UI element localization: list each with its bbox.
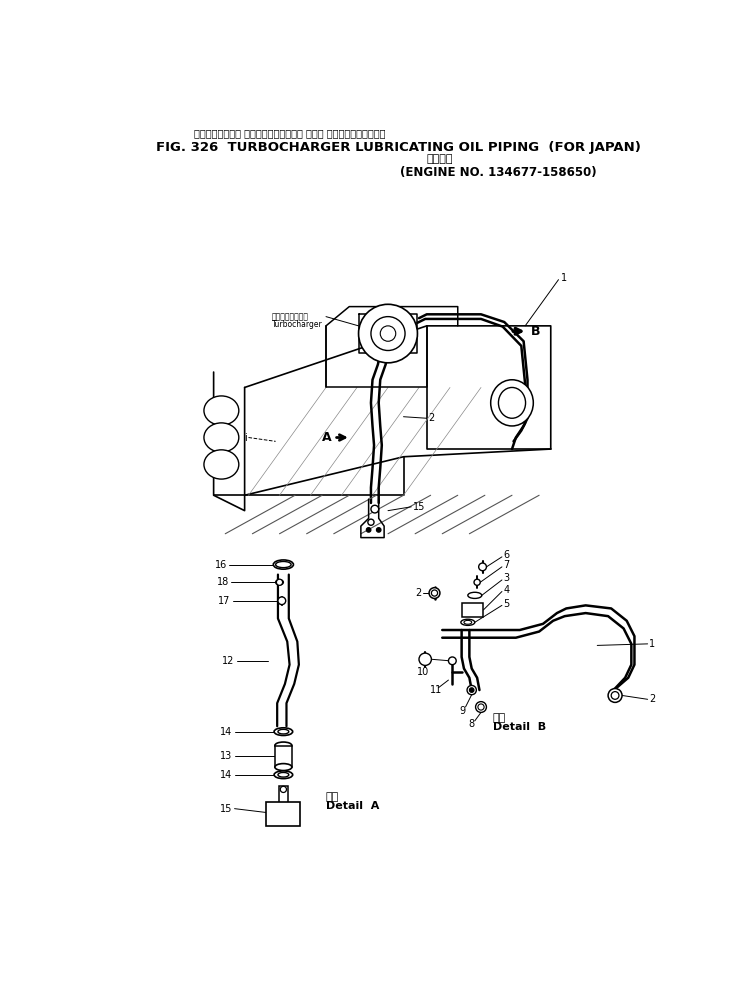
Circle shape	[380, 325, 396, 341]
Circle shape	[371, 317, 405, 351]
Text: Detail  A: Detail A	[326, 801, 379, 811]
Text: i: i	[244, 433, 247, 442]
Circle shape	[470, 688, 474, 692]
Circle shape	[277, 579, 283, 585]
Circle shape	[611, 692, 619, 699]
Ellipse shape	[461, 619, 475, 625]
Text: 1: 1	[649, 639, 655, 649]
Text: 2: 2	[429, 413, 435, 424]
Text: ターボチャージャ ルーブリケーティング オイル パイピング　　国内向: ターボチャージャ ルーブリケーティング オイル パイピング 国内向	[194, 128, 386, 138]
Text: 詳細: 詳細	[493, 714, 506, 723]
Ellipse shape	[278, 729, 289, 734]
Ellipse shape	[274, 771, 292, 779]
Text: 5: 5	[503, 599, 509, 608]
Circle shape	[476, 702, 486, 713]
Bar	[266, 802, 301, 826]
Ellipse shape	[498, 387, 526, 418]
Circle shape	[278, 597, 286, 605]
Bar	[275, 745, 292, 767]
Text: B: B	[531, 324, 541, 338]
Text: 7: 7	[503, 560, 509, 570]
Circle shape	[280, 786, 286, 792]
Text: 詳細: 詳細	[326, 791, 340, 802]
Ellipse shape	[464, 620, 472, 624]
Circle shape	[608, 688, 622, 703]
Text: 1: 1	[561, 273, 567, 283]
Ellipse shape	[278, 773, 289, 778]
Circle shape	[478, 704, 484, 710]
Ellipse shape	[275, 764, 292, 771]
Text: 16: 16	[215, 559, 227, 569]
Text: ターボチャージャ: ターボチャージャ	[272, 313, 309, 321]
Ellipse shape	[275, 561, 291, 567]
Circle shape	[449, 657, 456, 665]
Ellipse shape	[274, 727, 292, 735]
Circle shape	[419, 653, 432, 665]
Text: 4: 4	[503, 585, 509, 595]
Text: 12: 12	[222, 656, 235, 665]
Text: 6: 6	[503, 550, 509, 560]
Circle shape	[467, 685, 476, 695]
Ellipse shape	[275, 580, 283, 585]
Ellipse shape	[491, 379, 533, 426]
Circle shape	[432, 590, 438, 596]
Text: Detail  B: Detail B	[493, 723, 546, 732]
Circle shape	[474, 579, 480, 585]
Text: 17: 17	[218, 596, 230, 606]
Text: 18: 18	[217, 577, 229, 587]
Ellipse shape	[204, 396, 239, 426]
Ellipse shape	[273, 560, 293, 569]
Text: 11: 11	[430, 685, 442, 695]
Circle shape	[429, 588, 440, 599]
Text: 2: 2	[649, 694, 655, 704]
Text: Turbocharger: Turbocharger	[272, 320, 322, 329]
Circle shape	[376, 528, 381, 532]
Text: 14: 14	[220, 726, 232, 736]
Circle shape	[371, 505, 378, 513]
Text: (ENGINE NO. 134677-158650): (ENGINE NO. 134677-158650)	[399, 166, 596, 179]
Bar	[462, 603, 483, 617]
Text: 3: 3	[503, 573, 509, 584]
Text: 2: 2	[415, 588, 421, 598]
Bar	[279, 785, 288, 809]
Circle shape	[367, 528, 371, 532]
Text: A: A	[322, 431, 331, 444]
Ellipse shape	[204, 423, 239, 452]
Text: 9: 9	[459, 706, 465, 716]
Ellipse shape	[275, 742, 292, 749]
Text: 13: 13	[220, 751, 232, 761]
Text: 15: 15	[413, 501, 425, 512]
Circle shape	[479, 563, 486, 571]
Text: FIG. 326  TURBOCHARGER LUBRICATING OIL PIPING  (FOR JAPAN): FIG. 326 TURBOCHARGER LUBRICATING OIL PI…	[156, 141, 640, 154]
Circle shape	[368, 519, 374, 525]
Text: 8: 8	[469, 719, 475, 729]
Text: 14: 14	[220, 770, 232, 780]
Ellipse shape	[468, 593, 482, 599]
Text: 10: 10	[417, 667, 429, 677]
Text: 適用号機: 適用号機	[427, 154, 453, 164]
Circle shape	[358, 305, 417, 363]
Ellipse shape	[204, 450, 239, 479]
Text: 15: 15	[220, 804, 232, 814]
